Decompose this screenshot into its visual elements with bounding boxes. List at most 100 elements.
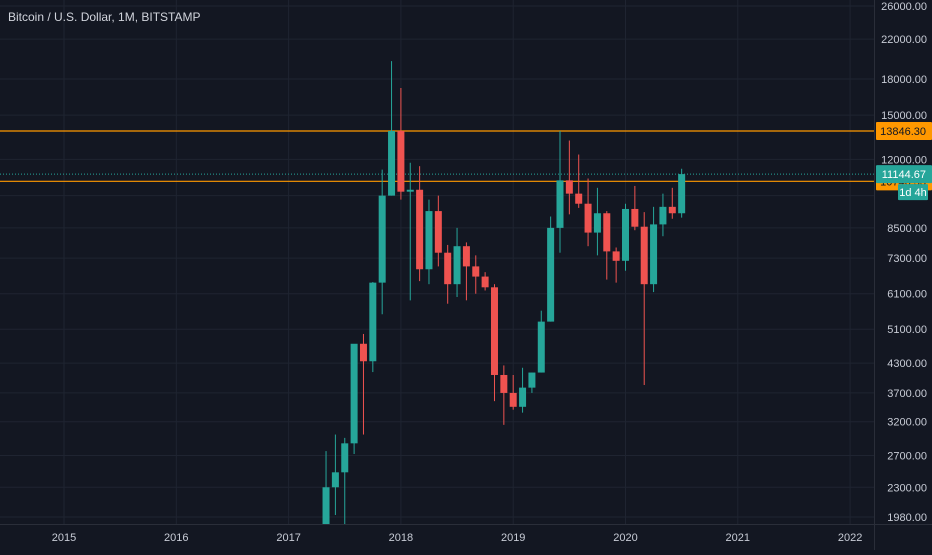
candle[interactable]	[509, 374, 517, 410]
level-price-label: 13846.30	[880, 126, 926, 138]
candle[interactable]	[622, 203, 629, 271]
candle-body[interactable]	[537, 321, 545, 373]
candle[interactable]	[388, 61, 396, 196]
candle-body[interactable]	[640, 226, 648, 285]
candle-body[interactable]	[490, 287, 498, 375]
candle-body[interactable]	[584, 203, 592, 233]
candle-body[interactable]	[631, 208, 639, 227]
y-tick-label: 18000.00	[881, 74, 927, 86]
y-tick-label: 8500.00	[887, 223, 927, 235]
candle[interactable]	[359, 333, 367, 435]
candle[interactable]	[556, 130, 564, 253]
candle[interactable]	[490, 284, 498, 402]
candle[interactable]	[378, 169, 386, 315]
candle-body[interactable]	[425, 211, 433, 270]
candle-body[interactable]	[406, 189, 414, 192]
candle-body[interactable]	[472, 266, 480, 277]
candle-body[interactable]	[378, 195, 386, 283]
candle[interactable]	[537, 310, 545, 373]
candle-body[interactable]	[575, 193, 583, 204]
candle[interactable]	[668, 187, 676, 219]
candle-body[interactable]	[650, 224, 658, 285]
grid	[0, 0, 874, 524]
candle-body[interactable]	[565, 180, 573, 194]
candle-body[interactable]	[359, 343, 367, 362]
candle-body[interactable]	[509, 392, 517, 407]
candle[interactable]	[575, 154, 583, 208]
candle-body[interactable]	[397, 130, 405, 192]
candle[interactable]	[406, 162, 414, 301]
candle-body[interactable]	[350, 343, 358, 444]
countdown-tag	[898, 184, 928, 201]
candle-body[interactable]	[369, 282, 377, 362]
candle[interactable]	[434, 195, 442, 267]
current-price-tag	[876, 165, 932, 184]
y-tick-label: 3200.00	[887, 417, 927, 429]
candle-body[interactable]	[622, 208, 629, 261]
candle[interactable]	[593, 187, 601, 256]
candle[interactable]	[453, 227, 461, 297]
candle-body[interactable]	[519, 387, 527, 407]
countdown-label: 1d 4h	[899, 187, 927, 199]
candle-body[interactable]	[434, 211, 442, 253]
y-tick-label: 2300.00	[887, 482, 927, 494]
candle[interactable]	[416, 166, 424, 282]
candle[interactable]	[528, 372, 536, 393]
candle[interactable]	[341, 437, 349, 524]
candle[interactable]	[444, 244, 452, 304]
x-tick-label: 2022	[838, 532, 862, 544]
candle[interactable]	[425, 199, 433, 285]
candle[interactable]	[565, 140, 573, 215]
candle-body[interactable]	[481, 276, 489, 288]
candle[interactable]	[678, 168, 686, 218]
candle[interactable]	[519, 367, 527, 413]
y-tick-label: 5100.00	[887, 324, 927, 336]
candle[interactable]	[397, 87, 405, 200]
candle-body[interactable]	[341, 443, 349, 473]
candle[interactable]	[350, 343, 358, 454]
candle[interactable]	[584, 178, 592, 247]
candle-body[interactable]	[322, 487, 330, 524]
candle[interactable]	[659, 193, 667, 237]
candle-body[interactable]	[659, 206, 667, 225]
candle[interactable]	[472, 255, 480, 294]
chart-title: Bitcoin / U.S. Dollar, 1M, BITSTAMP	[8, 10, 201, 24]
y-tick-label: 26000.00	[881, 1, 927, 13]
candle[interactable]	[369, 282, 377, 373]
candle-body[interactable]	[678, 174, 686, 214]
candle-body[interactable]	[603, 213, 611, 252]
candle[interactable]	[631, 185, 639, 231]
candle-body[interactable]	[444, 252, 452, 285]
candle[interactable]	[322, 451, 330, 524]
candles[interactable]	[322, 61, 686, 524]
candle[interactable]	[331, 434, 339, 516]
candle[interactable]	[462, 242, 470, 301]
y-tick-label: 22000.00	[881, 34, 927, 46]
candle-body[interactable]	[556, 180, 564, 228]
candle-body[interactable]	[331, 472, 339, 488]
candle[interactable]	[547, 216, 555, 322]
candle-body[interactable]	[528, 372, 536, 388]
candle-body[interactable]	[453, 246, 461, 285]
candle-body[interactable]	[593, 213, 601, 233]
horizontal-levels[interactable]	[0, 130, 874, 182]
candle-body[interactable]	[388, 130, 396, 196]
candle[interactable]	[603, 211, 611, 280]
y-tick-label: 1980.00	[887, 512, 927, 524]
candle-body[interactable]	[668, 206, 676, 214]
candle[interactable]	[650, 206, 658, 293]
candle-body[interactable]	[462, 246, 470, 267]
candle[interactable]	[640, 212, 648, 386]
candle-body[interactable]	[500, 374, 508, 393]
candle-body[interactable]	[612, 251, 620, 261]
candle[interactable]	[500, 365, 508, 425]
candle-body[interactable]	[547, 227, 555, 322]
candle[interactable]	[612, 247, 620, 283]
candle[interactable]	[481, 272, 489, 291]
candle-body[interactable]	[416, 189, 424, 270]
level-price-tag	[876, 122, 932, 141]
